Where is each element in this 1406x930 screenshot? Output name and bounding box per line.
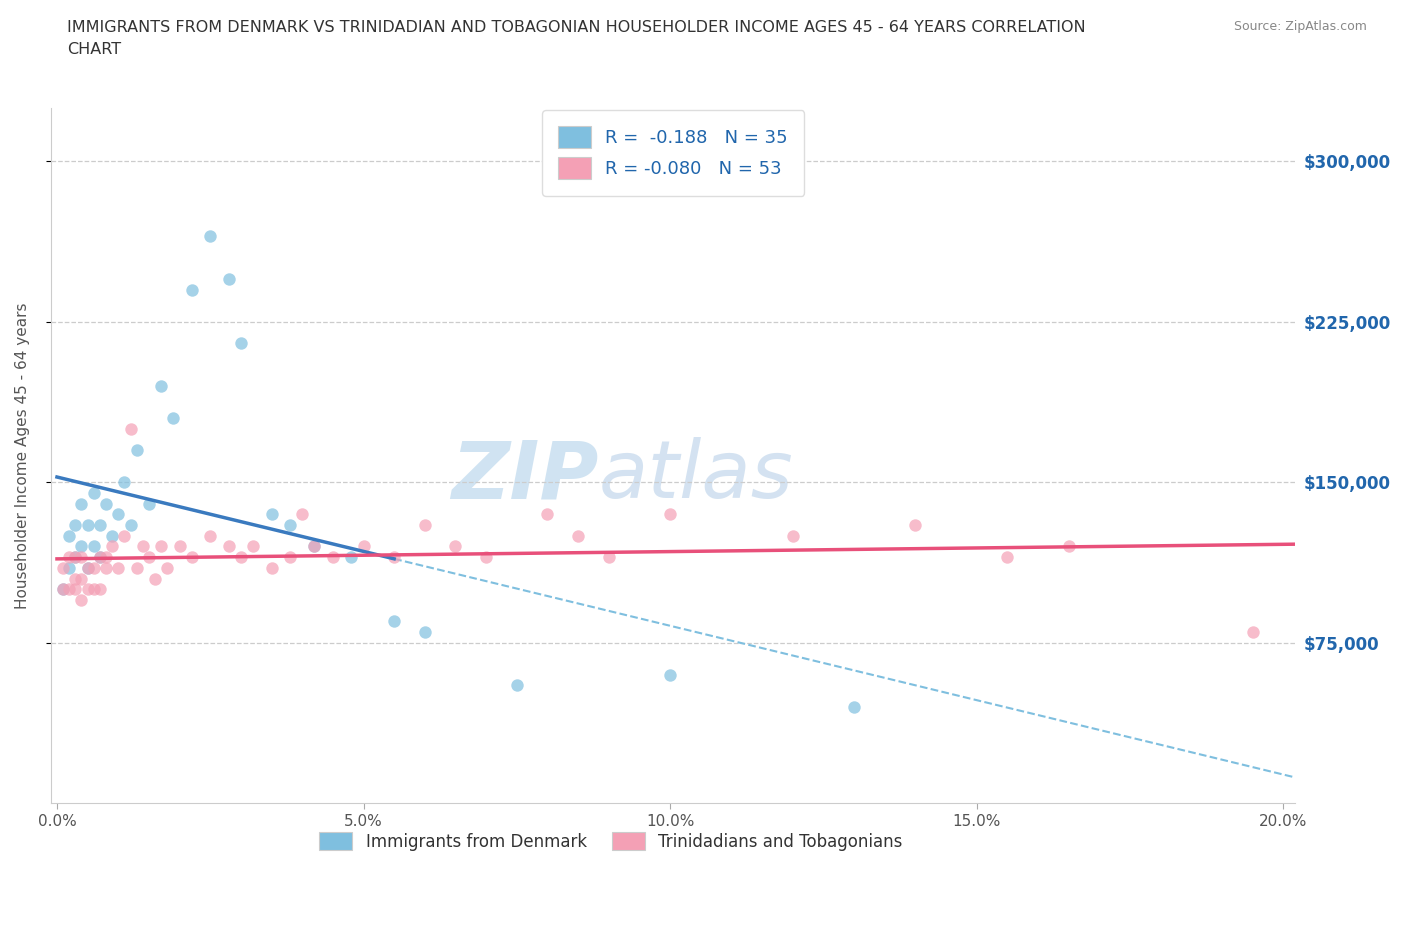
Point <box>260 507 283 522</box>
Point <box>218 272 240 286</box>
Point <box>200 528 222 543</box>
Point <box>304 539 326 554</box>
Point <box>200 229 222 244</box>
Point <box>291 507 314 522</box>
Point <box>101 528 124 543</box>
Point <box>58 561 80 576</box>
Text: CHART: CHART <box>67 42 121 57</box>
Point <box>89 550 111 565</box>
Point <box>70 592 93 607</box>
Point <box>340 550 363 565</box>
Point <box>76 518 98 533</box>
Point <box>65 571 87 586</box>
Point <box>65 518 87 533</box>
Point <box>107 507 129 522</box>
Text: ZIP: ZIP <box>451 437 599 515</box>
Point <box>89 550 111 565</box>
Point <box>83 485 105 500</box>
Point <box>120 421 142 436</box>
Legend: Immigrants from Denmark, Trinidadians and Tobagonians: Immigrants from Denmark, Trinidadians an… <box>312 826 910 857</box>
Point <box>150 379 173 393</box>
Point <box>70 539 93 554</box>
Point <box>382 614 405 629</box>
Point <box>260 561 283 576</box>
Point <box>598 550 620 565</box>
Point <box>322 550 344 565</box>
Point <box>83 561 105 576</box>
Point <box>242 539 264 554</box>
Point <box>76 561 98 576</box>
Point <box>52 582 75 597</box>
Point <box>278 518 301 533</box>
Point <box>76 582 98 597</box>
Point <box>304 539 326 554</box>
Point <box>89 582 111 597</box>
Point <box>112 528 135 543</box>
Point <box>125 443 148 458</box>
Point <box>70 497 93 512</box>
Point <box>659 507 682 522</box>
Point <box>94 550 117 565</box>
Point <box>94 497 117 512</box>
Point <box>782 528 804 543</box>
Point <box>1057 539 1080 554</box>
Point <box>278 550 301 565</box>
Point <box>70 571 93 586</box>
Point <box>52 561 75 576</box>
Point <box>169 539 191 554</box>
Point <box>659 668 682 683</box>
Point <box>52 582 75 597</box>
Point <box>132 539 155 554</box>
Point <box>65 550 87 565</box>
Point <box>536 507 558 522</box>
Point <box>218 539 240 554</box>
Point <box>413 625 436 640</box>
Point <box>180 550 202 565</box>
Point <box>138 550 160 565</box>
Point <box>150 539 173 554</box>
Point <box>162 411 184 426</box>
Point <box>506 678 529 693</box>
Point <box>65 582 87 597</box>
Point <box>107 561 129 576</box>
Point <box>842 699 865 714</box>
Point <box>444 539 467 554</box>
Point <box>58 582 80 597</box>
Point <box>229 336 252 351</box>
Point <box>89 518 111 533</box>
Point <box>180 283 202 298</box>
Point <box>1241 625 1264 640</box>
Point <box>475 550 498 565</box>
Point <box>94 561 117 576</box>
Point <box>70 550 93 565</box>
Point <box>101 539 124 554</box>
Point <box>229 550 252 565</box>
Point <box>382 550 405 565</box>
Point <box>413 518 436 533</box>
Point <box>76 561 98 576</box>
Y-axis label: Householder Income Ages 45 - 64 years: Householder Income Ages 45 - 64 years <box>15 302 30 609</box>
Point <box>58 550 80 565</box>
Point <box>156 561 179 576</box>
Point <box>120 518 142 533</box>
Text: atlas: atlas <box>599 437 793 515</box>
Point <box>995 550 1018 565</box>
Point <box>83 539 105 554</box>
Point <box>904 518 927 533</box>
Text: Source: ZipAtlas.com: Source: ZipAtlas.com <box>1233 20 1367 33</box>
Text: IMMIGRANTS FROM DENMARK VS TRINIDADIAN AND TOBAGONIAN HOUSEHOLDER INCOME AGES 45: IMMIGRANTS FROM DENMARK VS TRINIDADIAN A… <box>67 20 1085 35</box>
Point <box>353 539 375 554</box>
Point <box>58 528 80 543</box>
Point <box>125 561 148 576</box>
Point <box>138 497 160 512</box>
Point <box>567 528 589 543</box>
Point <box>83 582 105 597</box>
Point <box>65 550 87 565</box>
Point <box>143 571 166 586</box>
Point <box>112 475 135 490</box>
